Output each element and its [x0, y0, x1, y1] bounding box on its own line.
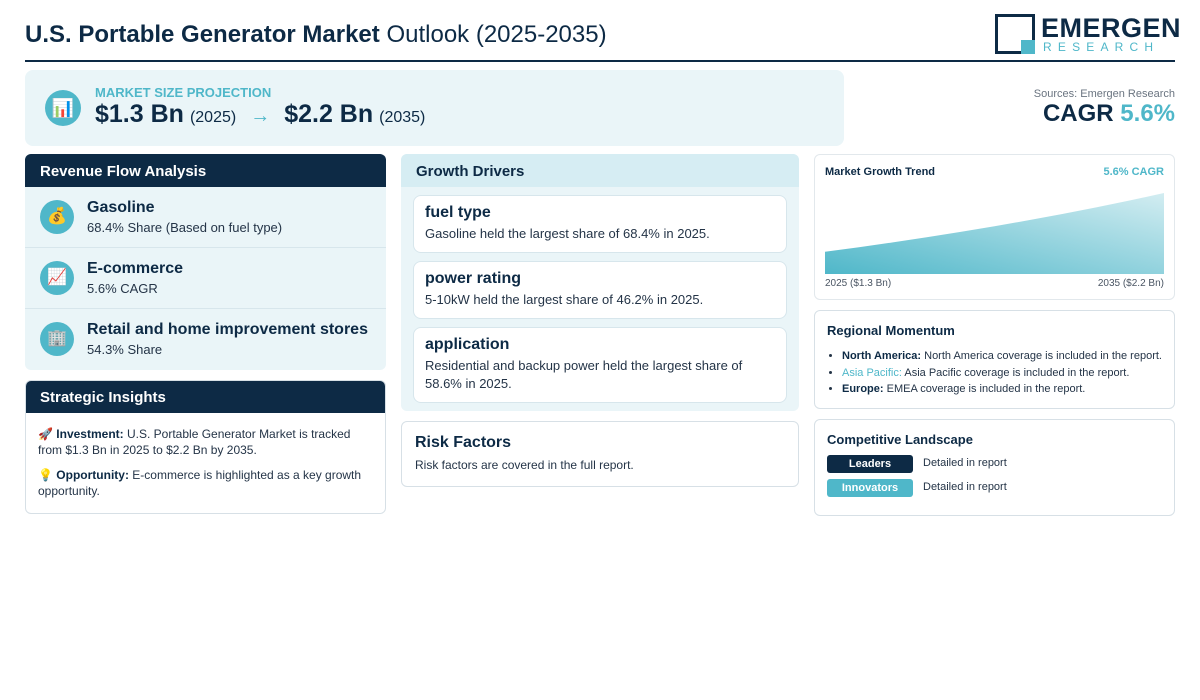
risk-factors-card: Risk Factors Risk factors are covered in… [401, 421, 799, 487]
driver-item: application Residential and backup power… [413, 327, 787, 403]
regional-list: North America: North America coverage is… [827, 348, 1162, 398]
trend-x-end-label: 2035 ($2.2 Bn) [1097, 278, 1164, 289]
trend-x-start-label: 2025 ($1.3 Bn) [825, 278, 892, 289]
growth-drivers-card: Growth Drivers fuel type Gasoline held t… [401, 154, 799, 411]
money-bag-icon: 💰 [40, 200, 74, 234]
cagr-label: CAGR [1042, 100, 1114, 127]
revenue-item-desc: 5.6% CAGR [87, 281, 158, 296]
projection-start-year: (2025) [189, 109, 237, 126]
trend-area [825, 193, 1164, 274]
risk-factors-text: Risk factors are covered in the full rep… [415, 458, 634, 472]
revenue-item: 📈 E-commerce 5.6% CAGR [25, 248, 386, 309]
regional-text: Asia Pacific coverage is included in the… [904, 366, 1130, 379]
revenue-item-name: Gasoline [87, 199, 155, 216]
projection-end-year: (2035) [379, 109, 426, 126]
driver-heading: power rating [425, 270, 522, 287]
driver-heading: fuel type [425, 204, 491, 221]
logo-mark-icon [995, 14, 1035, 54]
innovators-badge: Innovators [827, 479, 913, 497]
driver-text: 5-10kW held the largest share of 46.2% i… [425, 292, 704, 307]
projection-start-value: $1.3 Bn [95, 100, 184, 128]
regional-title: Regional Momentum [827, 323, 955, 338]
strategic-insights-card: Strategic Insights 🚀 Investment: U.S. Po… [25, 380, 386, 514]
regional-item: Asia Pacific: Asia Pacific coverage is i… [842, 365, 1162, 382]
regional-name: Asia Pacific: [842, 366, 902, 379]
trend-title: Market Growth Trend [825, 166, 936, 178]
revenue-item: 🏢 Retail and home improvement stores 54.… [25, 309, 386, 370]
investment-insight: 🚀 Investment: U.S. Portable Generator Ma… [26, 426, 385, 458]
regional-momentum-card: Regional Momentum North America: North A… [814, 310, 1175, 409]
risk-factors-title: Risk Factors [415, 434, 512, 451]
trend-chart [825, 193, 1164, 274]
page-title-rest: Outlook (2025-2035) [386, 21, 607, 48]
cagr-value: 5.6% [1120, 100, 1175, 127]
opportunity-text: E-commerce is highlighted as a key growt… [38, 468, 362, 498]
logo-sub: RESEARCH [1043, 40, 1160, 54]
strategic-insights-title: Strategic Insights [26, 381, 385, 413]
projection-label: MARKET SIZE PROJECTION [95, 85, 272, 100]
revenue-item-name: Retail and home improvement stores [87, 321, 368, 338]
regional-name: Europe: [842, 383, 884, 395]
page-header: U.S. Portable Generator Market Outlook (… [25, 12, 1181, 62]
page-title-bold: U.S. Portable Generator Market [25, 21, 380, 48]
market-size-projection: 📊 MARKET SIZE PROJECTION $1.3 Bn (2025) → $… [25, 70, 844, 146]
lightbulb-icon: 💡 [38, 468, 53, 482]
growth-drivers-title: Growth Drivers [401, 154, 799, 187]
revenue-item-desc: 68.4% Share (Based on fuel type) [87, 220, 283, 235]
bar-chart-icon: 📊 [45, 90, 81, 126]
regional-text: North America coverage is included in th… [924, 350, 1162, 362]
regional-item: Europe: EMEA coverage is included in the… [842, 381, 1162, 398]
cagr-headline: CAGR 5.6% [1043, 100, 1175, 128]
investment-text: U.S. Portable Generator Market is tracke… [38, 427, 351, 457]
regional-name: North America: [842, 350, 922, 362]
leaders-badge: Leaders [827, 455, 913, 473]
revenue-item: 💰 Gasoline 68.4% Share (Based on fuel ty… [25, 187, 386, 248]
building-icon: 🏢 [40, 322, 74, 356]
revenue-flow-title: Revenue Flow Analysis [25, 154, 386, 187]
trend-up-icon: 📈 [40, 261, 74, 295]
page-title: U.S. Portable Generator Market Outlook (… [25, 21, 607, 49]
logo-name: EMERGEN [1041, 13, 1182, 43]
market-growth-trend-card: Market Growth Trend 5.6% CAGR 2025 ($1.3… [814, 154, 1175, 300]
arrow-right-icon: → [250, 105, 271, 127]
driver-text: Gasoline held the largest share of 68.4%… [425, 226, 710, 241]
revenue-item-name: E-commerce [87, 260, 184, 277]
rocket-icon: 🚀 [38, 427, 53, 441]
driver-item: fuel type Gasoline held the largest shar… [413, 195, 787, 253]
opportunity-insight: 💡 Opportunity: E-commerce is highlighted… [26, 467, 385, 499]
competitive-title: Competitive Landscape [827, 432, 973, 447]
investment-label: Investment: [56, 427, 124, 441]
driver-text: Residential and backup power held the la… [425, 358, 743, 391]
regional-item: North America: North America coverage is… [842, 348, 1162, 365]
driver-item: power rating 5-10kW held the largest sha… [413, 261, 787, 319]
projection-values: $1.3 Bn (2025) → $2.2 Bn (2035) [95, 100, 425, 129]
driver-heading: application [425, 336, 510, 353]
revenue-flow-card: Revenue Flow Analysis 💰 Gasoline 68.4% S… [25, 154, 386, 370]
trend-cagr: 5.6% CAGR [1103, 166, 1164, 178]
sources-text: Sources: Emergen Research [1033, 88, 1175, 100]
competitive-desc: Detailed in report [923, 481, 1007, 493]
revenue-item-desc: 54.3% Share [87, 342, 163, 357]
competitive-landscape-card: Competitive Landscape Leaders Detailed i… [814, 419, 1175, 516]
projection-end-value: $2.2 Bn [284, 100, 374, 128]
emergen-logo: EMERGEN RESEARCH [995, 14, 1181, 56]
competitive-desc: Detailed in report [923, 457, 1007, 469]
opportunity-label: Opportunity: [56, 468, 129, 482]
regional-text: EMEA coverage is included in the report. [886, 383, 1086, 395]
